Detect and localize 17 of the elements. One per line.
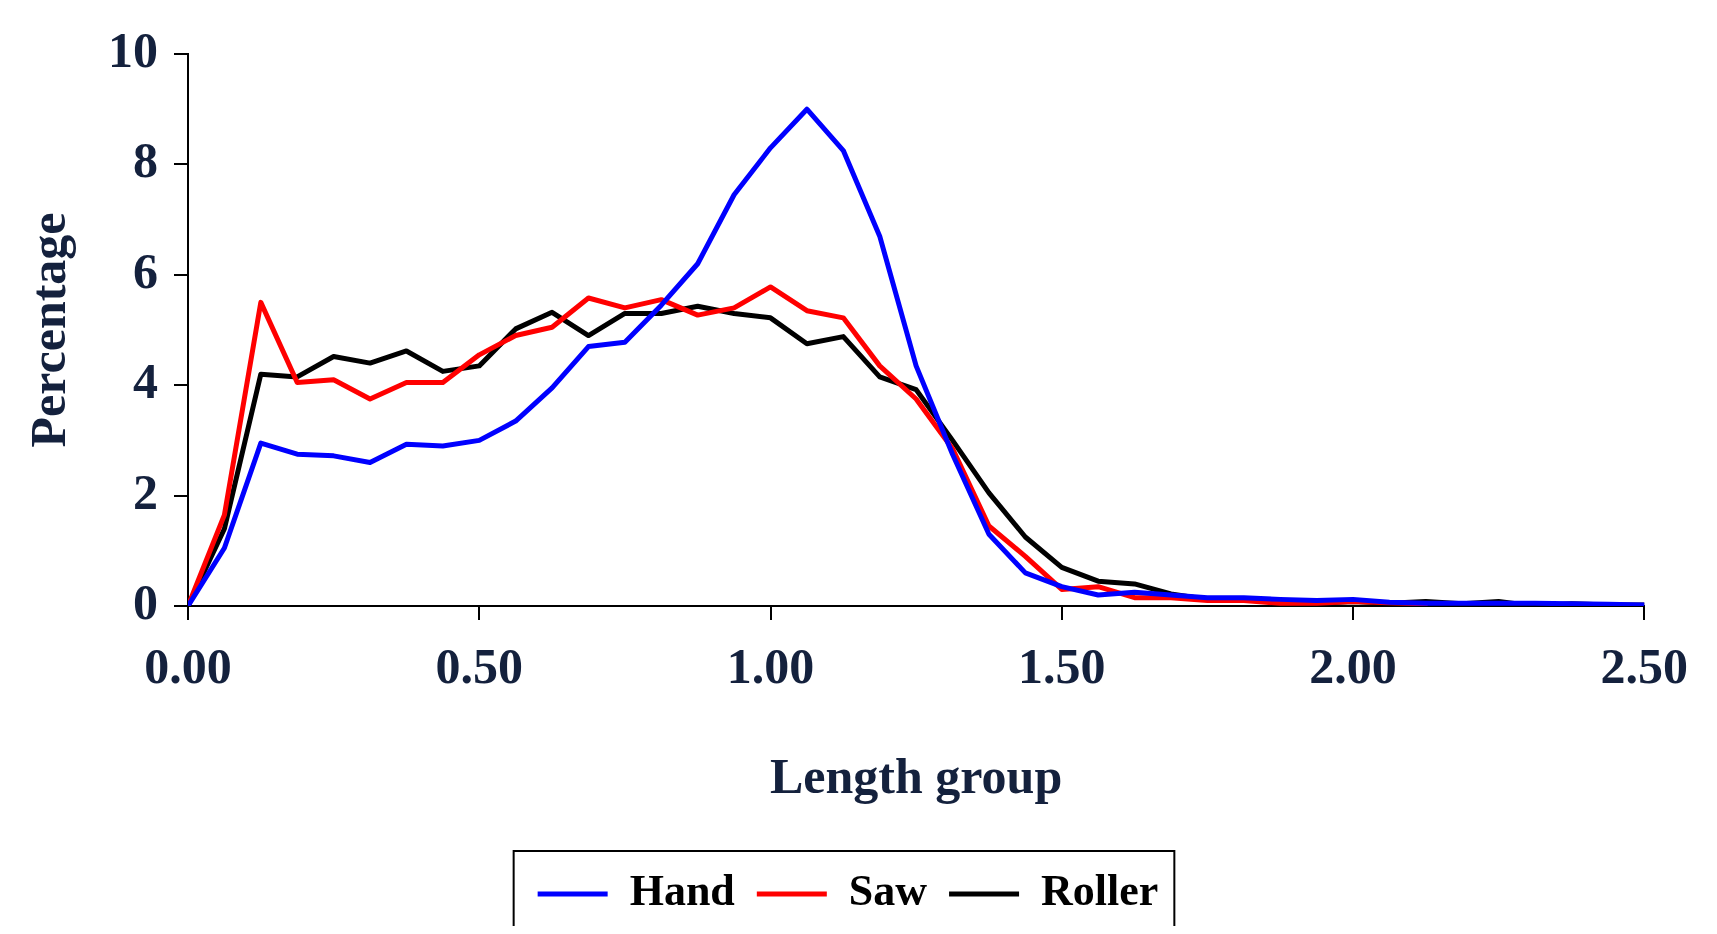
legend-label: Saw <box>848 866 928 916</box>
legend-label: Hand <box>629 866 735 916</box>
x-tick-label: 1.00 <box>726 637 815 694</box>
y-axis-title: Percentage <box>19 212 76 448</box>
y-tick-label: 10 <box>108 21 158 78</box>
x-tick-label: 2.50 <box>1600 637 1688 694</box>
x-tick-label: 2.00 <box>1309 637 1397 694</box>
x-tick-label: 0.00 <box>144 637 232 694</box>
y-tick-label: 4 <box>133 353 158 410</box>
legend-label: Roller <box>1041 866 1159 916</box>
x-axis-title: Length group <box>770 747 1063 804</box>
y-tick-label: 6 <box>133 242 158 299</box>
x-tick-label: 0.50 <box>435 637 523 694</box>
y-tick-label: 2 <box>133 463 158 520</box>
y-tick-label: 8 <box>133 132 158 189</box>
x-tick-label: 1.50 <box>1018 637 1106 694</box>
y-tick-label: 0 <box>133 573 158 630</box>
